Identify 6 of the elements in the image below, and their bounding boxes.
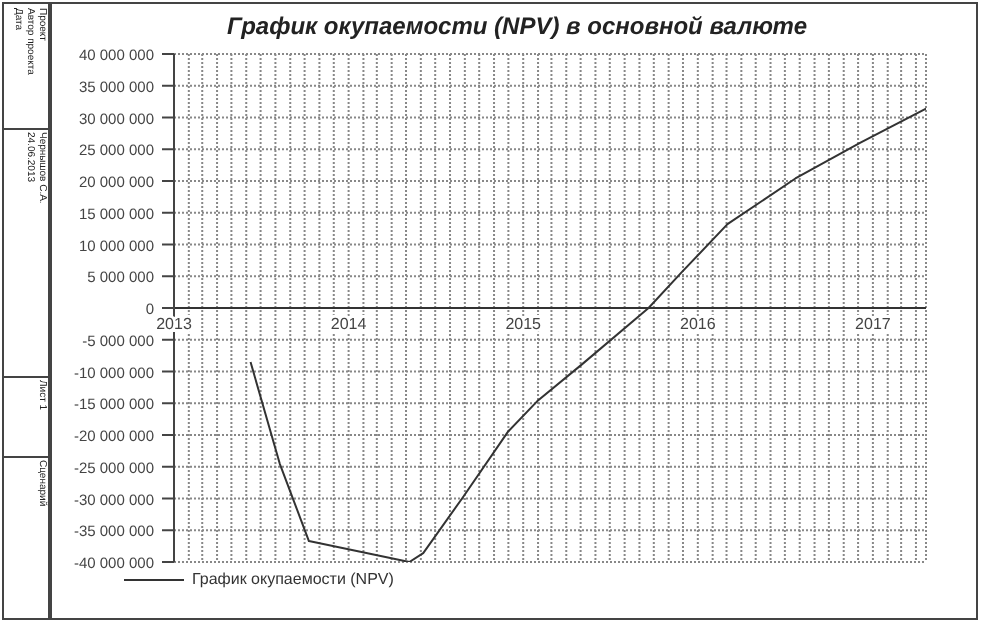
x-tick-label: 2016 xyxy=(680,315,717,333)
x-tick-label: 2014 xyxy=(330,315,368,333)
x-tick-label: 2015 xyxy=(505,315,543,333)
x-tick-label: 2017 xyxy=(855,315,892,333)
legend-label: График окупаемости (NPV) xyxy=(192,570,394,588)
chart-title: График окупаемости (NPV) в основной валюте xyxy=(225,12,809,40)
